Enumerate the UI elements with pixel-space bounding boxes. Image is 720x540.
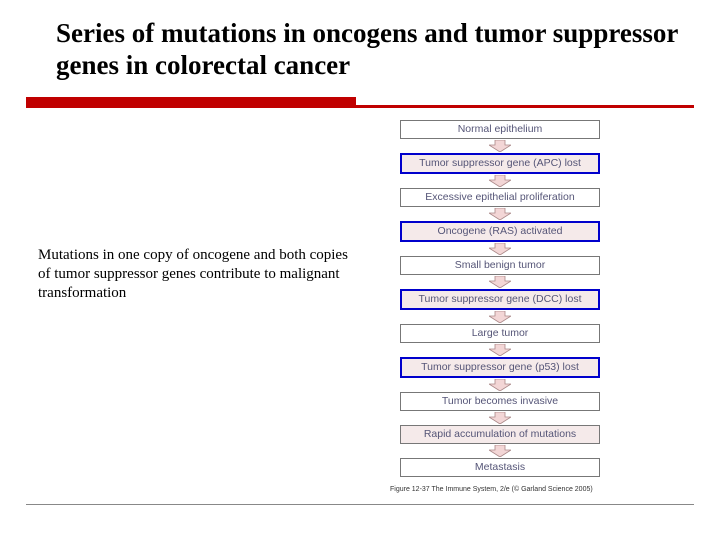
flow-arrow-icon: [489, 412, 511, 424]
slide-title: Series of mutations in oncogens and tumo…: [56, 18, 684, 82]
footer-rule: [26, 504, 694, 505]
flow-node: Metastasis: [400, 458, 600, 477]
flow-node: Large tumor: [400, 324, 600, 343]
flow-node: Tumor suppressor gene (APC) lost: [400, 153, 600, 174]
flow-node: Normal epithelium: [400, 120, 600, 139]
flowchart: Normal epithelium Tumor suppressor gene (…: [390, 120, 610, 477]
flow-arrow-icon: [489, 379, 511, 391]
flow-node: Small benign tumor: [400, 256, 600, 275]
flow-node: Rapid accumulation of mutations: [400, 425, 600, 444]
flow-arrow-icon: [489, 311, 511, 323]
flow-arrow-icon: [489, 276, 511, 288]
title-underline-block: [26, 97, 356, 108]
flow-node: Excessive epithelial proliferation: [400, 188, 600, 207]
flow-node: Oncogene (RAS) activated: [400, 221, 600, 242]
flow-arrow-icon: [489, 243, 511, 255]
flow-arrow-icon: [489, 208, 511, 220]
flow-arrow-icon: [489, 344, 511, 356]
figure-caption: Figure 12-37 The Immune System, 2/e (© G…: [390, 486, 640, 493]
flow-node: Tumor suppressor gene (DCC) lost: [400, 289, 600, 310]
body-paragraph: Mutations in one copy of oncogene and bo…: [38, 246, 358, 303]
flow-arrow-icon: [489, 175, 511, 187]
flow-arrow-icon: [489, 140, 511, 152]
flow-node: Tumor suppressor gene (p53) lost: [400, 357, 600, 378]
flow-arrow-icon: [489, 445, 511, 457]
title-underline: [26, 105, 694, 108]
flow-node: Tumor becomes invasive: [400, 392, 600, 411]
